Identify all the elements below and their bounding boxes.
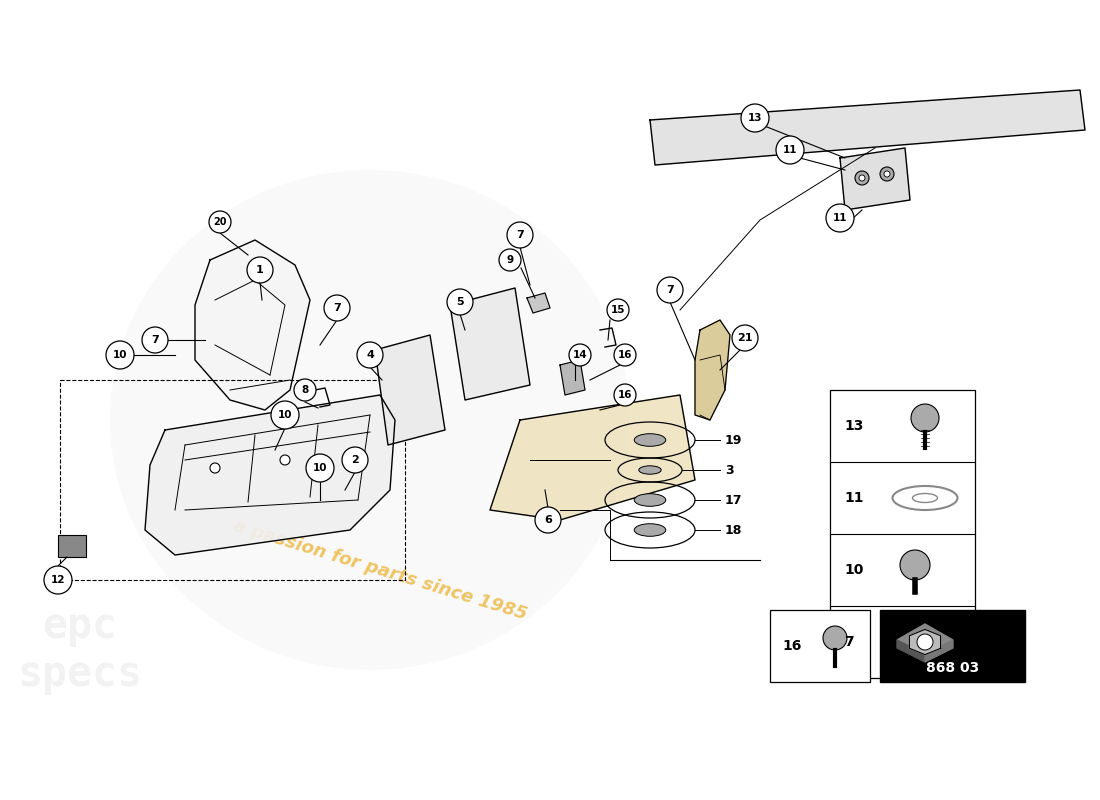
Text: 5: 5 bbox=[456, 297, 464, 307]
FancyBboxPatch shape bbox=[880, 610, 1025, 682]
Circle shape bbox=[823, 626, 847, 650]
Text: 9: 9 bbox=[506, 255, 514, 265]
Text: 2: 2 bbox=[351, 455, 359, 465]
Circle shape bbox=[607, 299, 629, 321]
Polygon shape bbox=[145, 395, 395, 555]
Polygon shape bbox=[375, 335, 446, 445]
Ellipse shape bbox=[635, 524, 666, 536]
Circle shape bbox=[614, 344, 636, 366]
Text: 15: 15 bbox=[610, 305, 625, 315]
Circle shape bbox=[294, 379, 316, 401]
Polygon shape bbox=[910, 630, 940, 654]
Text: 868 03: 868 03 bbox=[926, 661, 979, 675]
Text: 10: 10 bbox=[112, 350, 128, 360]
Text: 17: 17 bbox=[725, 494, 742, 506]
Polygon shape bbox=[925, 640, 953, 662]
Polygon shape bbox=[695, 320, 730, 420]
Circle shape bbox=[855, 171, 869, 185]
Circle shape bbox=[859, 175, 865, 181]
FancyBboxPatch shape bbox=[58, 535, 86, 557]
Polygon shape bbox=[896, 624, 953, 654]
Circle shape bbox=[614, 384, 636, 406]
Ellipse shape bbox=[639, 466, 661, 474]
Circle shape bbox=[826, 204, 854, 232]
Circle shape bbox=[271, 401, 299, 429]
Text: 13: 13 bbox=[748, 113, 762, 123]
Circle shape bbox=[880, 167, 894, 181]
Text: 7: 7 bbox=[516, 230, 524, 240]
Polygon shape bbox=[896, 640, 925, 662]
Circle shape bbox=[917, 634, 933, 650]
Polygon shape bbox=[650, 90, 1085, 165]
Circle shape bbox=[657, 277, 683, 303]
Polygon shape bbox=[527, 293, 550, 313]
Ellipse shape bbox=[635, 434, 666, 446]
Text: a passion for parts since 1985: a passion for parts since 1985 bbox=[231, 517, 529, 623]
Circle shape bbox=[884, 171, 890, 177]
Circle shape bbox=[106, 341, 134, 369]
Circle shape bbox=[280, 455, 290, 465]
Circle shape bbox=[324, 295, 350, 321]
Circle shape bbox=[210, 463, 220, 473]
Text: 3: 3 bbox=[725, 463, 734, 477]
Text: 8: 8 bbox=[301, 385, 309, 395]
Circle shape bbox=[44, 566, 72, 594]
Circle shape bbox=[900, 550, 930, 580]
Circle shape bbox=[776, 136, 804, 164]
Circle shape bbox=[569, 344, 591, 366]
Text: 20: 20 bbox=[213, 217, 227, 227]
Polygon shape bbox=[490, 395, 695, 520]
Text: 4: 4 bbox=[366, 350, 374, 360]
Circle shape bbox=[741, 104, 769, 132]
Circle shape bbox=[507, 222, 534, 248]
Circle shape bbox=[535, 507, 561, 533]
Text: 6: 6 bbox=[544, 515, 552, 525]
Text: 18: 18 bbox=[725, 523, 742, 537]
Circle shape bbox=[447, 289, 473, 315]
Text: 19: 19 bbox=[725, 434, 742, 446]
Text: 11: 11 bbox=[844, 491, 864, 505]
Ellipse shape bbox=[635, 494, 666, 506]
FancyBboxPatch shape bbox=[830, 390, 975, 678]
Text: 7: 7 bbox=[667, 285, 674, 295]
Text: 12: 12 bbox=[51, 575, 65, 585]
Polygon shape bbox=[450, 288, 530, 400]
Text: 10: 10 bbox=[844, 563, 864, 577]
Text: 16: 16 bbox=[782, 639, 802, 653]
Text: 1: 1 bbox=[256, 265, 264, 275]
Ellipse shape bbox=[110, 170, 630, 670]
Circle shape bbox=[142, 327, 168, 353]
Circle shape bbox=[358, 342, 383, 368]
Text: 10: 10 bbox=[312, 463, 328, 473]
Polygon shape bbox=[195, 240, 310, 410]
Circle shape bbox=[732, 325, 758, 351]
Text: 11: 11 bbox=[783, 145, 798, 155]
Ellipse shape bbox=[913, 494, 937, 502]
Text: 7: 7 bbox=[151, 335, 158, 345]
Text: 10: 10 bbox=[277, 410, 293, 420]
Circle shape bbox=[499, 249, 521, 271]
Text: 21: 21 bbox=[737, 333, 752, 343]
Circle shape bbox=[342, 447, 369, 473]
Circle shape bbox=[306, 454, 334, 482]
Text: 16: 16 bbox=[618, 350, 632, 360]
Text: 7: 7 bbox=[844, 635, 854, 649]
Text: 13: 13 bbox=[844, 419, 864, 433]
Text: epc
specs: epc specs bbox=[18, 605, 143, 695]
Circle shape bbox=[248, 257, 273, 283]
Text: 7: 7 bbox=[333, 303, 341, 313]
Text: 14: 14 bbox=[573, 350, 587, 360]
FancyBboxPatch shape bbox=[770, 610, 870, 682]
Text: 11: 11 bbox=[833, 213, 847, 223]
Text: 16: 16 bbox=[618, 390, 632, 400]
Polygon shape bbox=[560, 360, 585, 395]
Circle shape bbox=[209, 211, 231, 233]
Polygon shape bbox=[840, 148, 910, 210]
Circle shape bbox=[911, 404, 939, 432]
